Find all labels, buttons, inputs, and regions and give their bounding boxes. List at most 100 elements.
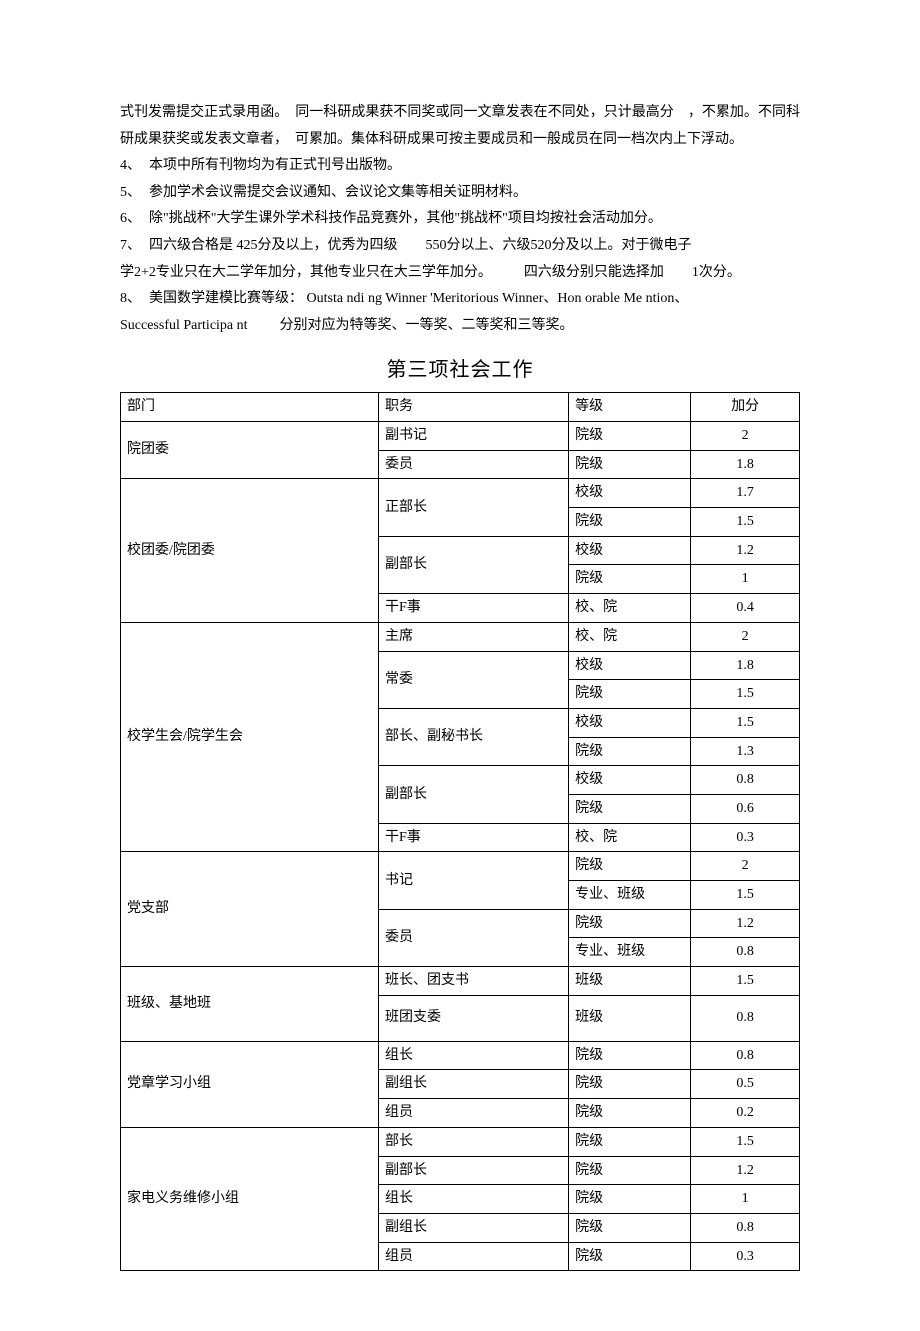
table-row: 院团委副书记院级2 [121, 422, 800, 451]
table-cell: 校级 [569, 651, 691, 680]
table-cell: 组员 [379, 1099, 569, 1128]
table-cell: 1.5 [691, 881, 800, 910]
table-cell: 书记 [379, 852, 569, 909]
table-cell: 校、院 [569, 594, 691, 623]
text: 分别对应为特等奖、一等奖、二等奖和三等奖。 [280, 318, 574, 333]
note-8-line2: Successful Participa nt 分别对应为特等奖、一等奖、二等奖和… [120, 313, 800, 340]
table-cell: 1.8 [691, 651, 800, 680]
table-cell: 班级 [569, 995, 691, 1041]
note-text: 参加学术会议需提交会议通知、会议论文集等相关证明材料。 [149, 180, 800, 207]
table-header-row: 部门职务等级加分 [121, 393, 800, 422]
score-table: 部门职务等级加分院团委副书记院级2委员院级1.8校团委/院团委正部长校级1.7院… [120, 392, 800, 1271]
table-cell: 副部长 [379, 766, 569, 823]
table-cell: 院团委 [121, 422, 379, 479]
table-cell: 校级 [569, 708, 691, 737]
table-row: 家电义务维修小组部长院级1.5 [121, 1127, 800, 1156]
table-cell: 院级 [569, 794, 691, 823]
note-num: 8、 [120, 286, 141, 313]
table-cell: 校学生会/院学生会 [121, 622, 379, 852]
table-row: 党章学习小组组长院级0.8 [121, 1041, 800, 1070]
table-cell: 0.6 [691, 794, 800, 823]
table-cell: 组长 [379, 1185, 569, 1214]
table-cell: 0.8 [691, 766, 800, 795]
table-row: 班级、基地班班长、团支书班级1.5 [121, 967, 800, 996]
table-cell: 0.8 [691, 1213, 800, 1242]
table-cell: 2 [691, 852, 800, 881]
note-num: 5、 [120, 180, 141, 207]
table-cell: 1.5 [691, 967, 800, 996]
table-cell: 1 [691, 565, 800, 594]
table-cell: 副组长 [379, 1070, 569, 1099]
table-cell: 院级 [569, 1242, 691, 1271]
text: 四六级分别只能选择加 [524, 265, 664, 280]
table-row: 党支部书记院级2 [121, 852, 800, 881]
table-cell: 2 [691, 422, 800, 451]
note-item: 5、参加学术会议需提交会议通知、会议论文集等相关证明材料。 [120, 180, 800, 207]
table-cell: 院级 [569, 1099, 691, 1128]
table-cell: 校级 [569, 536, 691, 565]
table-cell: 组员 [379, 1242, 569, 1271]
note-7: 7、 四六级合格是 425分及以上，优秀为四级550分以上、六级520分及以上。… [120, 233, 800, 260]
table-cell: 部长、副秘书长 [379, 708, 569, 765]
table-cell: 1.5 [691, 508, 800, 537]
table-cell: 1.3 [691, 737, 800, 766]
note-item: 6、除"挑战杯"大学生课外学术科技作品竞赛外，其他"挑战杯"项目均按社会活动加分… [120, 206, 800, 233]
note-7-line2: 学2+2专业只在大二学年加分，其他专业只在大三学年加分。四六级分别只能选择加1次… [120, 260, 800, 287]
table-cell: 组长 [379, 1041, 569, 1070]
table-row: 校团委/院团委正部长校级1.7 [121, 479, 800, 508]
table-cell: 部门 [121, 393, 379, 422]
note-num: 6、 [120, 206, 141, 233]
table-cell: 干F事 [379, 823, 569, 852]
table-cell: 加分 [691, 393, 800, 422]
note-num: 7、 [120, 233, 141, 260]
table-cell: 0.2 [691, 1099, 800, 1128]
table-cell: 1.5 [691, 680, 800, 709]
table-cell: 院级 [569, 1156, 691, 1185]
note-text: 四六级合格是 425分及以上，优秀为四级550分以上、六级520分及以上。对于微… [149, 233, 800, 260]
table-cell: 委员 [379, 450, 569, 479]
table-cell: 职务 [379, 393, 569, 422]
table-cell: 1 [691, 1185, 800, 1214]
table-cell: 专业、班级 [569, 881, 691, 910]
table-cell: 0.8 [691, 938, 800, 967]
table-cell: 0.8 [691, 1041, 800, 1070]
table-cell: 正部长 [379, 479, 569, 536]
table-cell: 校级 [569, 766, 691, 795]
table-cell: 院级 [569, 450, 691, 479]
table-cell: 院级 [569, 737, 691, 766]
table-cell: 院级 [569, 1127, 691, 1156]
table-cell: 2 [691, 622, 800, 651]
section-heading: 第三项社会工作 [120, 353, 800, 382]
note-item: 4、本项中所有刊物均为有正式刊号出版物。 [120, 153, 800, 180]
table-cell: 院级 [569, 909, 691, 938]
table-cell: 校、院 [569, 622, 691, 651]
table-cell: 0.4 [691, 594, 800, 623]
table-cell: 常委 [379, 651, 569, 708]
table-cell: 等级 [569, 393, 691, 422]
table-cell: 部长 [379, 1127, 569, 1156]
table-cell: 0.3 [691, 823, 800, 852]
table-cell: 院级 [569, 565, 691, 594]
table-cell: 家电义务维修小组 [121, 1127, 379, 1270]
table-cell: 班长、团支书 [379, 967, 569, 996]
table-cell: 1.8 [691, 450, 800, 479]
table-cell: 党章学习小组 [121, 1041, 379, 1127]
table-cell: 1.5 [691, 1127, 800, 1156]
table-cell: 院级 [569, 1213, 691, 1242]
text: Successful Participa nt [120, 318, 248, 333]
table-cell: 校、院 [569, 823, 691, 852]
table-cell: 主席 [379, 622, 569, 651]
table-cell: 院级 [569, 680, 691, 709]
table-cell: 班级 [569, 967, 691, 996]
table-cell: 院级 [569, 1185, 691, 1214]
text: 学2+2专业只在大二学年加分，其他专业只在大三学年加分。 [120, 265, 492, 280]
table-cell: 1.7 [691, 479, 800, 508]
table-cell: 院级 [569, 1070, 691, 1099]
note-text: 美国数学建模比赛等级： Outsta ndi ng Winner 'Merito… [149, 286, 800, 313]
table-cell: 0.3 [691, 1242, 800, 1271]
lead-paragraph: 式刊发需提交正式录用函。 同一科研成果获不同奖或同一文章发表在不同处，只计最高分… [120, 100, 800, 153]
table-cell: 校团委/院团委 [121, 479, 379, 622]
table-cell: 院级 [569, 852, 691, 881]
table-cell: 1.5 [691, 708, 800, 737]
table-cell: 党支部 [121, 852, 379, 967]
